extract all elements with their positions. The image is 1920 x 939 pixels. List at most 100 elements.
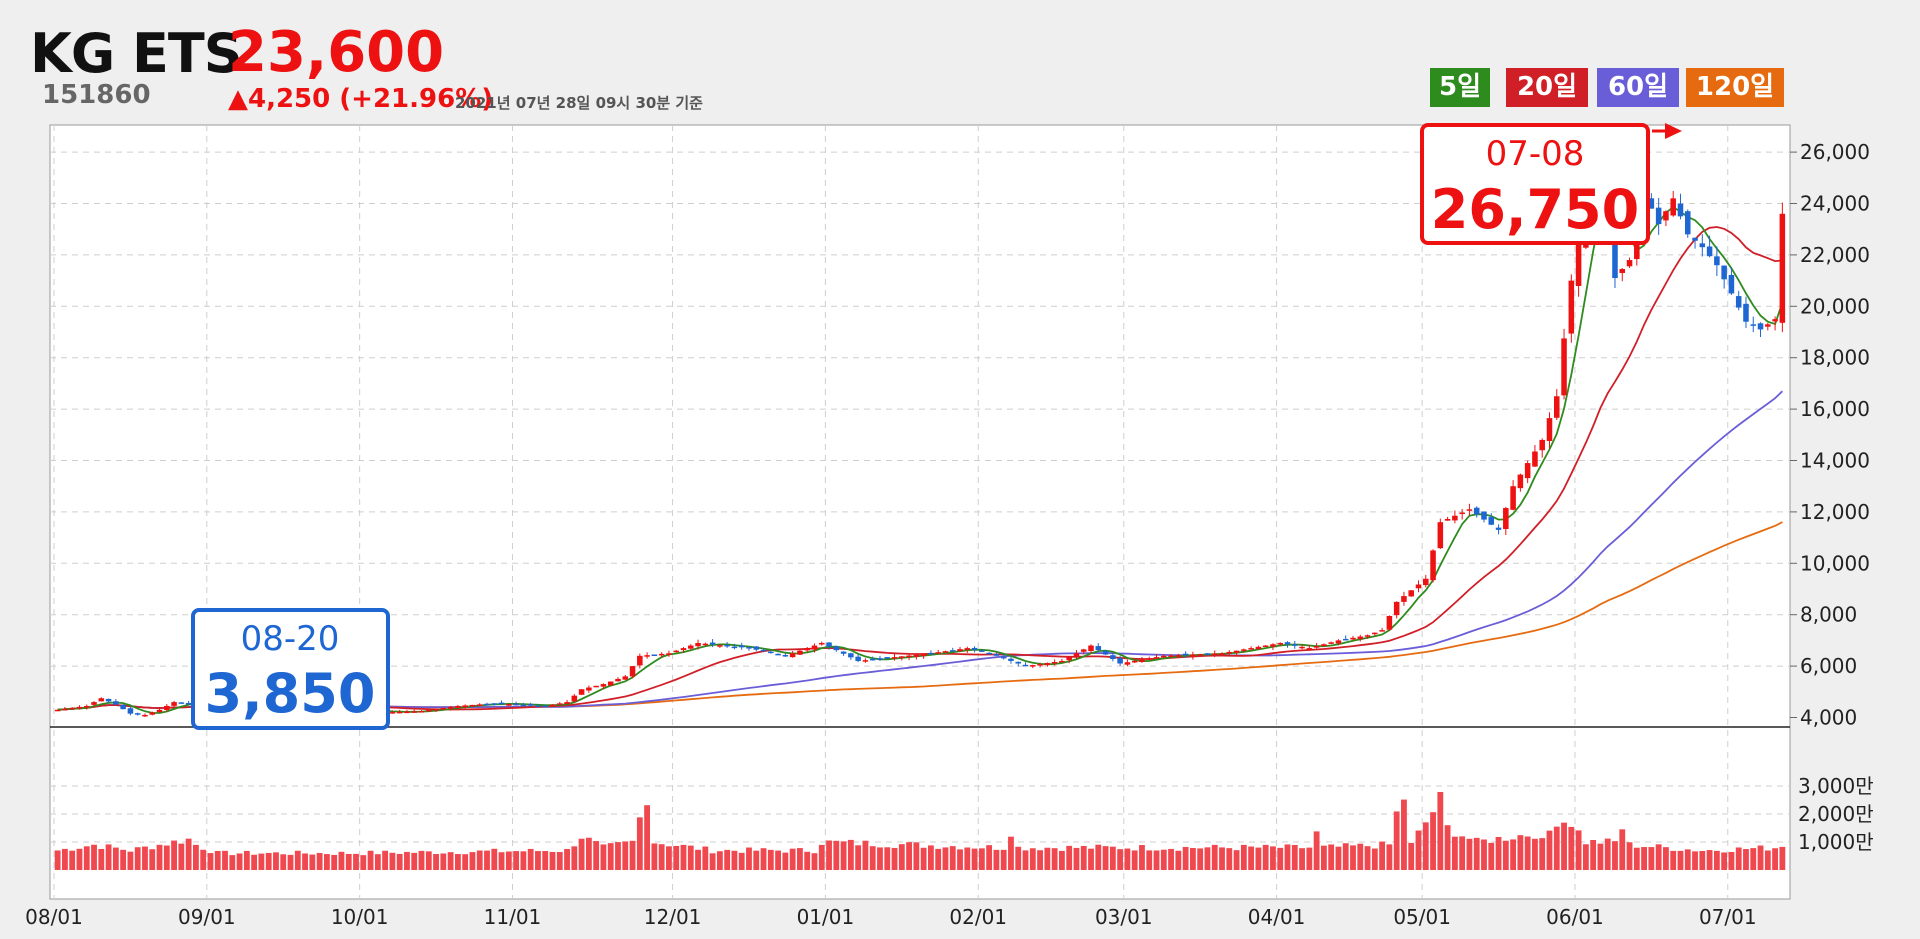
- candle-body: [1168, 655, 1174, 657]
- volume-bar: [331, 854, 338, 870]
- volume-bar: [789, 848, 796, 870]
- candle-body: [1226, 651, 1233, 654]
- volume-bar: [382, 850, 389, 870]
- candle-body: [142, 714, 148, 717]
- volume-bar: [1670, 850, 1677, 870]
- volume-bar: [964, 847, 971, 870]
- candle-body: [709, 642, 716, 645]
- volume-bar: [1750, 848, 1757, 870]
- volume-bar: [1051, 848, 1058, 870]
- volume-bar: [374, 854, 381, 870]
- ma-20-button[interactable]: 20일: [1506, 68, 1588, 107]
- candle-body: [127, 708, 134, 714]
- volume-bar: [695, 849, 701, 870]
- candle-body: [498, 702, 505, 705]
- volume-bar: [476, 850, 483, 870]
- volume-bar: [134, 847, 141, 870]
- volume-bar: [913, 842, 920, 870]
- price-tick-label: 18,000: [1800, 346, 1870, 370]
- volume-bar: [666, 846, 672, 870]
- candle-body: [1153, 657, 1160, 659]
- volume-bar: [738, 852, 745, 870]
- volume-bar: [1095, 844, 1102, 870]
- volume-bar: [98, 848, 105, 870]
- candle-body: [1677, 203, 1684, 217]
- volume-bar: [323, 854, 330, 870]
- volume-bar: [527, 848, 534, 870]
- candle-body: [1539, 439, 1545, 451]
- ma-5-button[interactable]: 5일: [1430, 68, 1490, 107]
- candle-body: [738, 645, 745, 648]
- volume-bar: [163, 845, 170, 870]
- volume-bar: [593, 841, 600, 870]
- candle-body: [1706, 246, 1713, 257]
- ma-60-button[interactable]: 60일: [1597, 68, 1679, 107]
- volume-bar: [1335, 846, 1342, 870]
- volume-bar: [425, 851, 432, 870]
- candle-body: [666, 653, 672, 655]
- candle-body: [1088, 645, 1094, 652]
- candle-body: [1270, 644, 1276, 647]
- candle-body: [134, 713, 141, 715]
- volume-bar: [542, 851, 549, 870]
- candle-body: [1306, 648, 1313, 650]
- candle-body: [1765, 324, 1771, 327]
- candle-body: [484, 703, 490, 706]
- volume-bar: [1444, 825, 1451, 870]
- volume-bar: [62, 848, 68, 870]
- candle-body: [149, 712, 156, 715]
- volume-bar: [1058, 850, 1065, 870]
- volume-bar: [418, 850, 425, 870]
- candle-body: [1546, 418, 1553, 442]
- volume-bar: [1721, 852, 1728, 870]
- price-tick-label: 8,000: [1800, 603, 1857, 627]
- volume-bar: [251, 854, 258, 870]
- volume-bar: [1568, 826, 1575, 870]
- candle-body: [426, 710, 432, 712]
- low-box: [191, 608, 390, 730]
- candle-body: [1117, 658, 1123, 664]
- candle-body: [83, 705, 90, 708]
- volume-bar: [1357, 843, 1364, 870]
- candle-body: [1248, 648, 1254, 650]
- candle-body: [949, 650, 956, 652]
- date-tick-label: 01/01: [797, 905, 855, 929]
- low-date: 08-20: [241, 619, 340, 659]
- candle-body: [1503, 508, 1509, 530]
- volume-bar: [811, 853, 818, 870]
- price-tick-label: 26,000: [1800, 140, 1870, 164]
- candle-body: [418, 711, 425, 713]
- volume-bar: [1139, 845, 1145, 870]
- volume-bar: [1371, 848, 1378, 870]
- candle-body: [928, 652, 934, 655]
- stock-code: 151860: [42, 80, 151, 110]
- volume-bar: [1386, 844, 1393, 870]
- candle-body: [178, 702, 185, 704]
- volume-bar: [978, 848, 985, 870]
- candle-body: [491, 703, 498, 705]
- candle-body: [1386, 615, 1393, 630]
- candle-body: [687, 645, 694, 649]
- candle-body: [1357, 636, 1364, 640]
- volume-bar: [1684, 849, 1691, 870]
- candle-body: [1553, 396, 1560, 418]
- price-change: ▲4,250 (+21.96%): [228, 84, 494, 114]
- volume-bar: [505, 851, 512, 870]
- candle-body: [411, 711, 417, 713]
- volume-bar: [367, 850, 374, 870]
- candle-body: [69, 707, 75, 710]
- candle-body: [1277, 642, 1283, 645]
- candle-body: [855, 656, 861, 661]
- candle-body: [542, 705, 548, 708]
- candle-body: [600, 684, 607, 687]
- volume-bar: [433, 854, 439, 870]
- volume-bar: [1743, 848, 1749, 870]
- ma-120-button[interactable]: 120일: [1686, 68, 1784, 107]
- candle-body: [54, 709, 61, 712]
- price-tick-label: 24,000: [1800, 192, 1870, 216]
- volume-bar: [1146, 850, 1153, 870]
- volume-bar: [1233, 850, 1240, 870]
- volume-bar: [1466, 838, 1473, 870]
- volume-bar: [898, 844, 905, 870]
- candle-body: [1612, 214, 1618, 279]
